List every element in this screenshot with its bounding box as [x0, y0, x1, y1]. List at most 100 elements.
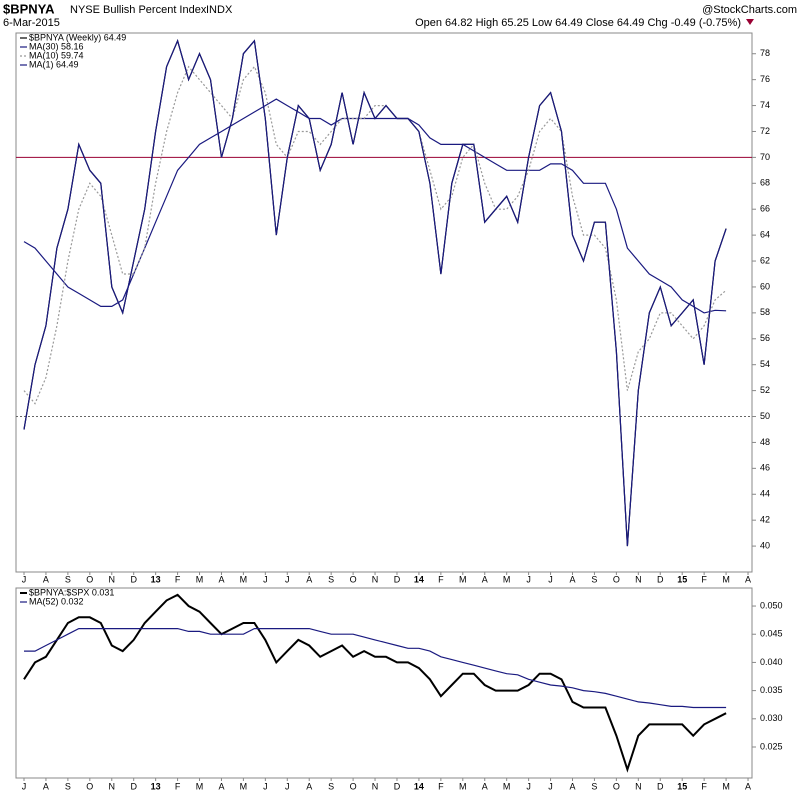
- x-tick-label: O: [613, 781, 620, 791]
- x-tick-label: S: [591, 574, 597, 584]
- x-tick-label: 15: [677, 574, 687, 584]
- x-tick-label: A: [482, 574, 488, 584]
- x-tick-label: 13: [151, 574, 161, 584]
- series-line: [23, 65, 727, 405]
- series-line: [24, 628, 727, 709]
- x-tick-label: O: [350, 781, 357, 791]
- x-tick-label: F: [701, 574, 707, 584]
- legend-label: MA(1) 64.49: [29, 59, 79, 69]
- x-tick-label: N: [372, 781, 379, 791]
- x-tick-label: J: [22, 574, 27, 584]
- x-tick-label: 15: [677, 781, 687, 791]
- x-tick-label: A: [306, 574, 312, 584]
- symbol: $BPNYA: [3, 1, 55, 16]
- x-tick-label: O: [86, 574, 93, 584]
- x-tick-label: N: [635, 574, 642, 584]
- y-tick-label: 0.025: [760, 741, 783, 751]
- x-tick-label: A: [569, 781, 575, 791]
- x-tick-label: M: [722, 781, 730, 791]
- x-tick-label: A: [218, 781, 224, 791]
- x-tick-label: S: [65, 574, 71, 584]
- x-tick-label: J: [526, 574, 531, 584]
- source: @StockCharts.com: [702, 4, 797, 16]
- y-tick-label: 56: [760, 333, 770, 343]
- x-tick-label: A: [745, 574, 751, 584]
- y-tick-label: 70: [760, 152, 770, 162]
- x-tick-label: D: [394, 781, 401, 791]
- exchange: INDX: [206, 4, 233, 16]
- x-tick-label: A: [218, 574, 224, 584]
- x-tick-label: F: [701, 781, 707, 791]
- y-tick-label: 78: [760, 48, 770, 58]
- x-tick-label: M: [459, 574, 467, 584]
- x-tick-label: D: [394, 574, 401, 584]
- legend-label: MA(30) 58.16: [29, 41, 84, 51]
- x-tick-label: A: [745, 781, 751, 791]
- x-tick-label: A: [43, 781, 49, 791]
- y-tick-label: 0.045: [760, 629, 783, 639]
- quote: Open 64.82 High 65.25 Low 64.49 Close 64…: [415, 17, 741, 29]
- series-line: [23, 38, 727, 547]
- y-tick-label: 0.035: [760, 685, 783, 695]
- y-tick-label: 0.030: [760, 713, 783, 723]
- x-tick-label: M: [503, 574, 511, 584]
- x-tick-label: D: [657, 574, 664, 584]
- y-tick-label: 58: [760, 307, 770, 317]
- x-tick-label: A: [43, 574, 49, 584]
- y-tick-label: 52: [760, 385, 770, 395]
- x-tick-label: 13: [151, 781, 161, 791]
- x-tick-label: S: [591, 781, 597, 791]
- x-tick-label: O: [86, 781, 93, 791]
- x-tick-label: 14: [414, 574, 424, 584]
- x-tick-label: O: [350, 574, 357, 584]
- x-tick-label: M: [240, 781, 248, 791]
- y-tick-label: 44: [760, 489, 770, 499]
- y-tick-label: 64: [760, 230, 770, 240]
- x-tick-label: S: [328, 574, 334, 584]
- x-tick-label: S: [65, 781, 71, 791]
- x-tick-label: J: [263, 781, 268, 791]
- y-tick-label: 40: [760, 540, 770, 550]
- y-tick-label: 74: [760, 100, 770, 110]
- x-tick-label: J: [548, 574, 553, 584]
- y-tick-label: 68: [760, 178, 770, 188]
- x-tick-label: J: [285, 781, 290, 791]
- x-tick-label: D: [130, 574, 137, 584]
- y-tick-label: 72: [760, 126, 770, 136]
- x-tick-label: M: [240, 574, 248, 584]
- x-tick-label: F: [438, 574, 444, 584]
- x-tick-label: J: [285, 574, 290, 584]
- legend-label: MA(10) 59.74: [29, 50, 84, 60]
- index-name: NYSE Bullish Percent Index: [70, 4, 207, 16]
- x-tick-label: F: [438, 781, 444, 791]
- series-line: [23, 593, 727, 773]
- date: 6-Mar-2015: [3, 17, 60, 29]
- x-tick-label: S: [328, 781, 334, 791]
- x-tick-label: A: [306, 781, 312, 791]
- x-tick-label: D: [657, 781, 664, 791]
- x-tick-label: N: [109, 781, 116, 791]
- x-tick-label: M: [459, 781, 467, 791]
- series-line: [23, 38, 727, 547]
- y-tick-label: 76: [760, 74, 770, 84]
- x-tick-label: F: [175, 781, 181, 791]
- x-tick-label: M: [503, 781, 511, 791]
- x-tick-label: 14: [414, 781, 424, 791]
- x-tick-label: A: [569, 574, 575, 584]
- x-tick-label: O: [613, 574, 620, 584]
- x-tick-label: M: [722, 574, 730, 584]
- legend-label: $BPNYA:$SPX 0.031: [29, 587, 114, 597]
- legend-label: $BPNYA (Weekly) 64.49: [29, 32, 126, 42]
- x-tick-label: M: [196, 781, 204, 791]
- x-tick-label: A: [482, 781, 488, 791]
- legend-label: MA(52) 0.032: [29, 596, 84, 606]
- y-tick-label: 60: [760, 281, 770, 291]
- y-tick-label: 46: [760, 463, 770, 473]
- y-tick-label: 48: [760, 437, 770, 447]
- y-tick-label: 50: [760, 411, 770, 421]
- x-tick-label: J: [22, 781, 27, 791]
- x-tick-label: F: [175, 574, 181, 584]
- y-tick-label: 0.040: [760, 657, 783, 667]
- y-tick-label: 0.050: [760, 600, 783, 610]
